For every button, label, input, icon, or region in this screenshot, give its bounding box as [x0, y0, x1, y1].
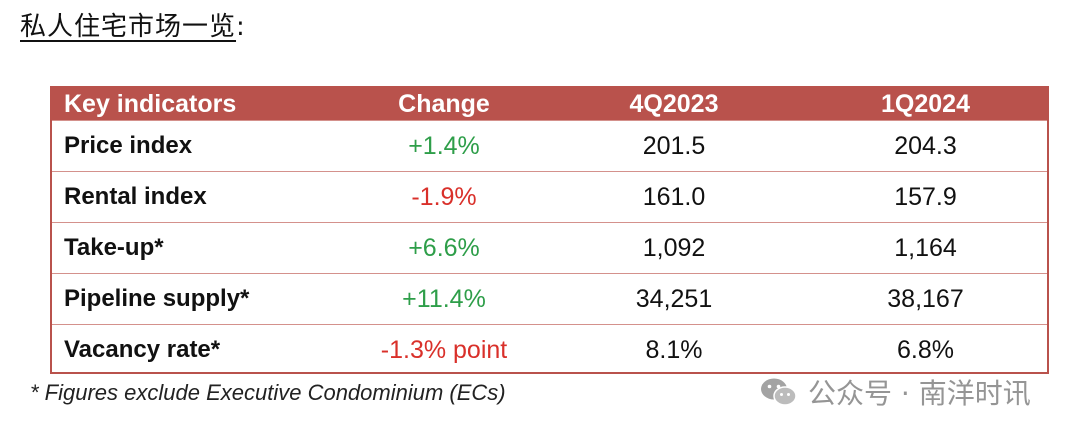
indicator-cell: Price index: [64, 132, 193, 159]
header-1q2024: 1Q2024: [881, 90, 970, 118]
table-row: Rental index -1.9% 161.0 157.9: [52, 171, 1047, 222]
watermark-text: 公众号 · 南洋时讯: [808, 377, 1031, 410]
header-key-indicators: Key indicators: [64, 90, 237, 118]
q1-2024-cell: 157.9: [894, 182, 957, 211]
table-row: Take-up* +6.6% 1,092 1,164: [52, 222, 1047, 273]
q1-2024-cell: 204.3: [894, 131, 957, 160]
q1-2024-cell: 1,164: [894, 233, 957, 262]
table-row: Vacancy rate* -1.3% point 8.1% 6.8%: [52, 324, 1047, 375]
change-cell: +11.4%: [402, 284, 486, 313]
q4-2023-cell: 161.0: [642, 182, 706, 211]
heading-colon: :: [236, 12, 246, 42]
header-change: Change: [398, 90, 490, 118]
q1-2024-cell: 6.8%: [897, 335, 954, 364]
change-cell: +1.4%: [408, 131, 480, 160]
q1-2024-cell: 38,167: [887, 284, 964, 313]
q4-2023-cell: 201.5: [642, 131, 706, 160]
change-cell: -1.9%: [411, 182, 477, 211]
footnote: * Figures exclude Executive Condominium …: [30, 380, 506, 405]
change-cell: -1.3% point: [380, 335, 508, 364]
indicator-cell: Take-up*: [64, 234, 164, 261]
header-4q2023: 4Q2023: [629, 90, 719, 118]
table-row: Pipeline supply* +11.4% 34,251 38,167: [52, 273, 1047, 324]
q4-2023-cell: 1,092: [642, 233, 706, 262]
watermark: 公众号 · 南洋时讯: [760, 372, 1031, 412]
page-heading: 私人住宅市场一览:: [20, 6, 246, 43]
change-cell: +6.6%: [408, 233, 480, 262]
indicator-cell: Rental index: [64, 183, 207, 210]
table-row: Price index +1.4% 201.5 204.3: [52, 120, 1047, 171]
wechat-icon: [761, 378, 797, 406]
heading-title: 私人住宅市场一览: [20, 12, 237, 42]
q4-2023-cell: 34,251: [635, 284, 713, 313]
indicator-cell: Vacancy rate*: [64, 336, 221, 363]
indicator-cell: Pipeline supply*: [64, 285, 250, 312]
indicators-table: Key indicators Change 4Q2023 1Q2024 Pric…: [50, 86, 1049, 374]
q4-2023-cell: 8.1%: [645, 335, 703, 364]
table-header-row: Key indicators Change 4Q2023 1Q2024: [52, 88, 1047, 120]
